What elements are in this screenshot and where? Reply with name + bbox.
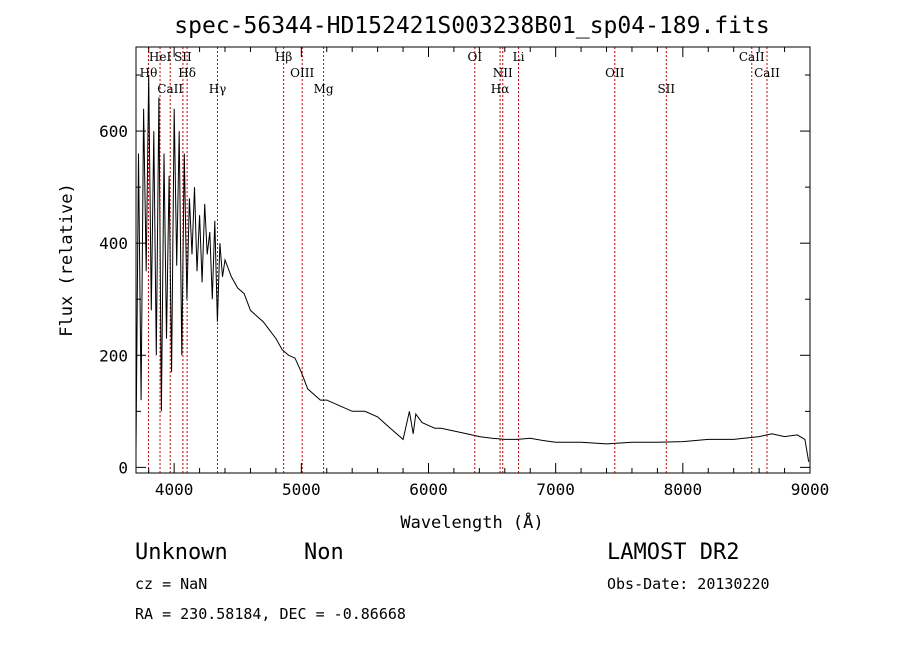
y-tick-label: 0 (118, 458, 128, 477)
spectral-line-label: Hδ (178, 66, 196, 80)
spectral-line-label: SII (657, 82, 675, 96)
chart-title: spec-56344-HD152421S003238B01_sp04-189.f… (174, 13, 769, 39)
y-axis-label: Flux (relative) (57, 183, 77, 337)
x-tick-label: 7000 (536, 480, 575, 499)
x-tick-label: 6000 (409, 480, 448, 499)
spectral-line-label: OI (467, 50, 482, 64)
spectral-line-markers (147, 47, 768, 473)
observation-date-label: Obs-Date: 20130220 (607, 575, 770, 593)
spectral-line-label: Hγ (209, 82, 227, 96)
survey-label: LAMOST DR2 (607, 540, 739, 565)
redshift-label: cz = NaN (135, 575, 207, 593)
x-axis-label: Wavelength (Å) (400, 511, 543, 533)
y-tick-label: 400 (99, 234, 128, 253)
spectral-line-label: SII (174, 50, 192, 64)
spectral-line-label: OII (605, 66, 625, 80)
x-tick-label: 9000 (791, 480, 830, 499)
spectral-line-label: Li (513, 50, 525, 64)
x-tick-label: 5000 (282, 480, 321, 499)
spectral-line-label: Hβ (275, 50, 292, 64)
spectral-line-label: CaII (739, 50, 765, 64)
spectral-line-label: Hθ (140, 66, 158, 80)
spectral-line-label: NII (493, 66, 513, 80)
spectral-line-label: HeI (149, 50, 172, 64)
coordinates-label: RA = 230.58184, DEC = -0.86668 (135, 605, 406, 623)
y-tick-label: 200 (99, 346, 128, 365)
x-tick-label: 4000 (155, 480, 194, 499)
axis-ticks: 4000 5000 6000 7000 8000 9000 0 200 400 600 (99, 47, 829, 499)
spectrum-series-line (135, 74, 810, 462)
object-class-label: Unknown (135, 540, 228, 565)
spectral-line-label: CaII (754, 66, 780, 80)
spectral-line-label: CaII (157, 82, 183, 96)
plot-frame (135, 46, 811, 474)
object-subclass-label: Non (304, 540, 344, 565)
x-tick-label: 8000 (664, 480, 703, 499)
spectral-line-label: OIII (290, 66, 314, 80)
spectral-line-label: Hα (491, 82, 510, 96)
spectral-line-label: Mg (314, 82, 334, 96)
y-tick-label: 600 (99, 122, 128, 141)
